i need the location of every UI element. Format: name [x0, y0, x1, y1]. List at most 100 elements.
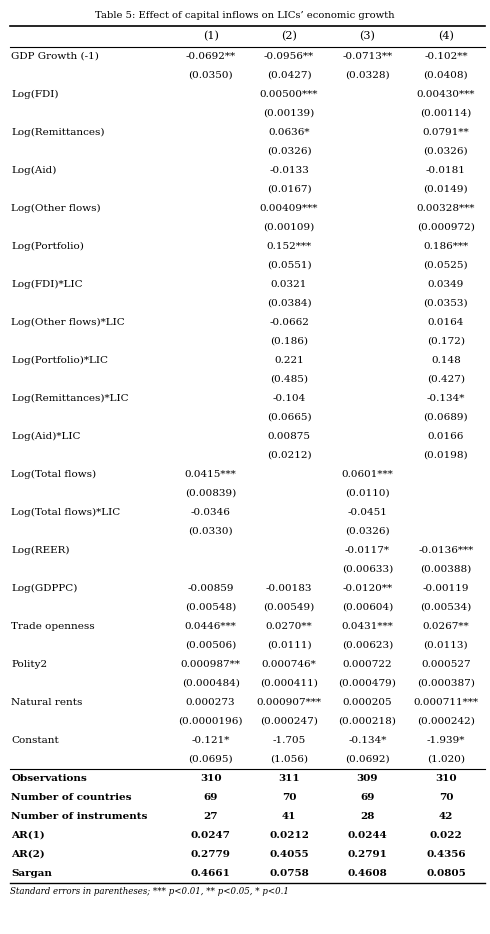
Text: 0.00875: 0.00875 — [268, 432, 311, 441]
Text: -0.0692**: -0.0692** — [186, 51, 236, 61]
Text: (0.0167): (0.0167) — [267, 185, 311, 193]
Text: 0.0805: 0.0805 — [426, 869, 466, 878]
Text: (0.485): (0.485) — [270, 375, 308, 384]
Text: 0.000205: 0.000205 — [343, 698, 392, 707]
Text: 0.0446***: 0.0446*** — [185, 622, 237, 630]
Text: (0.000479): (0.000479) — [339, 679, 396, 687]
Text: GDP Growth (-1): GDP Growth (-1) — [11, 51, 99, 61]
Text: Log(REER): Log(REER) — [11, 545, 70, 555]
Text: 70: 70 — [282, 793, 296, 801]
Text: Log(FDI)*LIC: Log(FDI)*LIC — [11, 279, 83, 289]
Text: 0.00409***: 0.00409*** — [260, 204, 318, 213]
Text: (0.0328): (0.0328) — [345, 71, 390, 79]
Text: (0.000484): (0.000484) — [182, 679, 240, 687]
Text: -0.0451: -0.0451 — [347, 508, 388, 517]
Text: 69: 69 — [203, 793, 218, 801]
Text: Constant: Constant — [11, 736, 59, 744]
Text: (0.00388): (0.00388) — [420, 565, 471, 573]
Text: 311: 311 — [278, 773, 300, 783]
Text: (3): (3) — [360, 31, 375, 42]
Text: -0.134*: -0.134* — [348, 736, 387, 744]
Text: 0.0791**: 0.0791** — [422, 128, 469, 136]
Text: (0.0695): (0.0695) — [188, 755, 233, 764]
Text: Log(GDPPC): Log(GDPPC) — [11, 584, 77, 593]
Text: 0.00328***: 0.00328*** — [416, 204, 475, 213]
Text: -1.705: -1.705 — [272, 736, 306, 744]
Text: (0.00506): (0.00506) — [185, 641, 236, 650]
Text: 0.0247: 0.0247 — [191, 830, 231, 840]
Text: 27: 27 — [203, 812, 218, 821]
Text: (0.172): (0.172) — [427, 336, 465, 346]
Text: -0.0181: -0.0181 — [426, 165, 466, 175]
Text: -0.0117*: -0.0117* — [345, 545, 390, 555]
Text: (0.0326): (0.0326) — [345, 527, 390, 536]
Text: Natural rents: Natural rents — [11, 698, 83, 707]
Text: 310: 310 — [200, 773, 221, 783]
Text: Log(Portfolio): Log(Portfolio) — [11, 242, 84, 250]
Text: AR(2): AR(2) — [11, 850, 45, 858]
Text: Polity2: Polity2 — [11, 659, 48, 669]
Text: (0.00633): (0.00633) — [342, 565, 393, 573]
Text: 0.000273: 0.000273 — [186, 698, 235, 707]
Text: Log(Remittances)*LIC: Log(Remittances)*LIC — [11, 393, 129, 403]
Text: (0.0212): (0.0212) — [267, 451, 311, 460]
Text: 0.00430***: 0.00430*** — [416, 90, 475, 99]
Text: 0.000987**: 0.000987** — [181, 659, 241, 669]
Text: (0.0198): (0.0198) — [423, 451, 468, 460]
Text: (0.0692): (0.0692) — [345, 755, 390, 764]
Text: -0.121*: -0.121* — [192, 736, 230, 744]
Text: Number of countries: Number of countries — [11, 793, 132, 801]
Text: (0.0111): (0.0111) — [267, 641, 311, 650]
Text: (0.00548): (0.00548) — [185, 602, 236, 612]
Text: (0.000242): (0.000242) — [417, 716, 475, 726]
Text: 0.2779: 0.2779 — [191, 850, 231, 858]
Text: (0.0689): (0.0689) — [423, 413, 468, 421]
Text: (0.0149): (0.0149) — [423, 185, 468, 193]
Text: 0.0267**: 0.0267** — [422, 622, 469, 630]
Text: Table 5: Effect of capital inflows on LICs’ economic growth: Table 5: Effect of capital inflows on LI… — [95, 11, 395, 21]
Text: (0.0551): (0.0551) — [267, 261, 311, 270]
Text: -0.00859: -0.00859 — [187, 584, 234, 593]
Text: 69: 69 — [360, 793, 375, 801]
Text: (0.000247): (0.000247) — [260, 716, 318, 726]
Text: (0.0326): (0.0326) — [423, 147, 468, 156]
Text: (0.0350): (0.0350) — [188, 71, 233, 79]
Text: -0.134*: -0.134* — [427, 393, 465, 403]
Text: 0.0212: 0.0212 — [269, 830, 309, 840]
Text: -0.0713**: -0.0713** — [343, 51, 392, 61]
Text: 0.000711***: 0.000711*** — [414, 698, 478, 707]
Text: 0.000907***: 0.000907*** — [257, 698, 321, 707]
Text: -0.00183: -0.00183 — [266, 584, 312, 593]
Text: -0.102**: -0.102** — [424, 51, 467, 61]
Text: Log(Other flows)*LIC: Log(Other flows)*LIC — [11, 318, 125, 327]
Text: 0.0601***: 0.0601*** — [342, 470, 393, 478]
Text: 0.221: 0.221 — [274, 356, 304, 364]
Text: (0.186): (0.186) — [270, 336, 308, 346]
Text: -0.104: -0.104 — [272, 393, 306, 403]
Text: 0.186***: 0.186*** — [423, 242, 468, 250]
Text: (0.0000196): (0.0000196) — [178, 716, 243, 726]
Text: (0.00109): (0.00109) — [264, 222, 315, 232]
Text: -0.0956**: -0.0956** — [264, 51, 314, 61]
Text: 310: 310 — [435, 773, 457, 783]
Text: 0.0349: 0.0349 — [428, 279, 464, 289]
Text: (0.0326): (0.0326) — [267, 147, 311, 156]
Text: 0.000746*: 0.000746* — [262, 659, 317, 669]
Text: Log(Aid): Log(Aid) — [11, 165, 57, 175]
Text: -0.0133: -0.0133 — [269, 165, 309, 175]
Text: -0.0120**: -0.0120** — [343, 584, 392, 593]
Text: (0.00549): (0.00549) — [264, 602, 315, 612]
Text: (0.0110): (0.0110) — [345, 488, 390, 498]
Text: 28: 28 — [360, 812, 375, 821]
Text: -0.0346: -0.0346 — [191, 508, 231, 517]
Text: 0.4356: 0.4356 — [426, 850, 466, 858]
Text: (0.00839): (0.00839) — [185, 488, 236, 498]
Text: -1.939*: -1.939* — [427, 736, 465, 744]
Text: 0.0415***: 0.0415*** — [185, 470, 237, 478]
Text: 0.000722: 0.000722 — [343, 659, 392, 669]
Text: (1.056): (1.056) — [270, 755, 308, 764]
Text: 0.4608: 0.4608 — [347, 869, 387, 878]
Text: Log(Aid)*LIC: Log(Aid)*LIC — [11, 432, 81, 441]
Text: (0.0427): (0.0427) — [267, 71, 311, 79]
Text: (0.0384): (0.0384) — [267, 299, 311, 307]
